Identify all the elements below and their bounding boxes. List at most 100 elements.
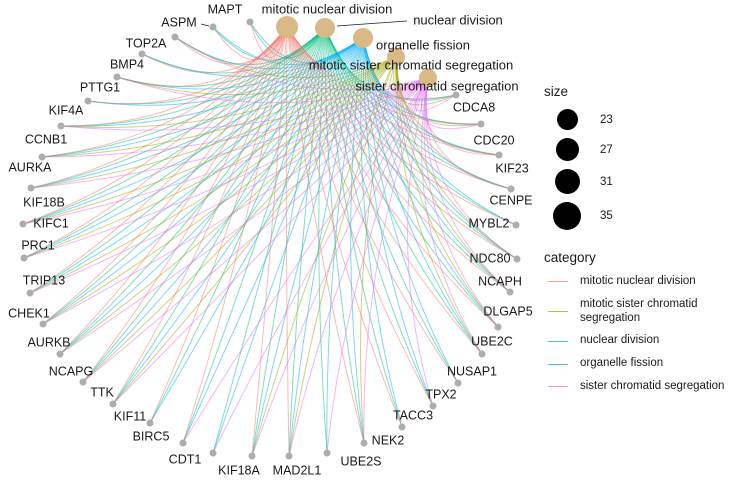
gene-label-KIF4A: KIF4A (49, 103, 84, 117)
gene-label-BMP4: BMP4 (110, 57, 144, 71)
gene-label-CENPE: CENPE (489, 193, 532, 207)
category-legend: category mitotic nuclear division mitoti… (544, 250, 736, 394)
gene-node-BIRC5 (179, 439, 187, 447)
size-legend-title: size (544, 84, 569, 99)
network-edge-scs (326, 77, 429, 454)
gene-label-KIF18A: KIF18A (218, 463, 260, 477)
network-edge-scs (41, 77, 429, 158)
network-edge-mnd (41, 26, 288, 158)
size-circle-icon (554, 169, 580, 194)
hub-label-nd: nuclear division (413, 12, 503, 27)
size-circle-slot (552, 138, 582, 161)
network-edge-nd (29, 27, 326, 294)
network-edge-scs (30, 77, 429, 189)
network-edge-mnd (286, 26, 511, 293)
network-edge-scs (182, 77, 429, 444)
gene-label-AURKB: AURKB (27, 335, 70, 349)
gene-node-BMP4 (138, 50, 146, 58)
gene-label-TOP2A: TOP2A (126, 36, 167, 50)
network-edge-scs (407, 77, 434, 407)
network-edge-mscs (41, 56, 397, 158)
category-label: nuclear division (580, 334, 660, 347)
gene-node-CCNB1 (57, 122, 65, 130)
gene-node-NUSAP1 (454, 379, 462, 387)
category-legend-item: sister chromatid segregation (544, 380, 736, 394)
gene-node-NDC80 (513, 255, 521, 263)
gene-label-NUSAP1: NUSAP1 (447, 364, 497, 378)
network-edge-scs (112, 77, 429, 405)
network-edge-of (362, 37, 511, 293)
size-value: 31 (600, 175, 613, 188)
network-edge-scs (59, 77, 429, 355)
size-legend: size 23 27 31 35 (544, 84, 736, 230)
network-edge-of (87, 37, 364, 106)
gene-label-TTK: TTK (90, 385, 114, 399)
network-edge-mscs (288, 56, 397, 457)
gene-node-AURKB (56, 350, 64, 358)
network-edge-of (149, 37, 364, 424)
network-edge-of (60, 37, 364, 127)
gene-label-PTTG1: PTTG1 (80, 80, 120, 94)
gene-node-TTK (109, 400, 117, 408)
gene-label-NEK2: NEK2 (372, 433, 405, 447)
gene-node-NCAPH (506, 288, 514, 296)
gene-node-KIFC1 (19, 220, 27, 228)
network-edge-mnd (286, 26, 434, 407)
network-edge-mnd (149, 26, 288, 424)
gene-node-ASPM (209, 23, 217, 31)
gene-label-NCAPH: NCAPH (478, 274, 522, 288)
network-edge-scs (60, 77, 429, 131)
network-edge-scs (22, 77, 429, 225)
gene-node-KIF18A (248, 452, 256, 460)
gene-node-TACC3 (398, 423, 406, 431)
size-circle-slot (552, 169, 582, 194)
gene-node-KIF18B (27, 184, 35, 192)
category-label: sister chromatid segregation (580, 379, 725, 392)
network-edge-mscs (60, 56, 397, 128)
gene-node-MYBL2 (512, 221, 520, 229)
gene-label-KIF23: KIF23 (495, 161, 528, 175)
network-edge-nd (324, 27, 517, 226)
gene-node-CDC20 (477, 120, 485, 128)
network-edge-scs (288, 77, 429, 457)
gene-label-UBE2S: UBE2S (341, 454, 382, 468)
network-edge-mscs (116, 56, 397, 96)
network-edge-scs (29, 77, 429, 294)
network-edge-scs (174, 36, 429, 90)
gene-node-CDCA8 (452, 91, 460, 99)
network-edge-mnd (82, 26, 288, 383)
gene-label-PRC1: PRC1 (21, 238, 54, 252)
network-edge-scs (425, 77, 512, 190)
gene-label-NDC80: NDC80 (470, 251, 511, 265)
network-edge-mnd (286, 26, 499, 328)
category-legend-title: category (544, 250, 596, 265)
gene-label-BIRC5: BIRC5 (133, 429, 170, 443)
gene-label-NCAPG: NCAPG (49, 364, 93, 378)
network-edge-scs (42, 77, 429, 325)
size-value: 35 (600, 210, 613, 222)
network-edge-scs (363, 77, 429, 444)
network-edge-mnd (30, 26, 288, 189)
network-edge-mscs (22, 56, 397, 225)
network-edge-of (360, 37, 403, 428)
network-edge-mscs (395, 56, 482, 127)
network-edge-mscs (23, 56, 397, 259)
hub-node-of (353, 28, 373, 48)
network-edge-mnd (60, 26, 288, 127)
gene-node-AURKA (38, 153, 46, 161)
gene-node-NEK2 (360, 439, 368, 447)
network-edge-scs (423, 77, 500, 156)
network-edge-of (288, 37, 364, 457)
gene-label-MYBL2: MYBL2 (469, 216, 510, 230)
network-edge-scs (82, 77, 429, 383)
gene-node-UBE2S (323, 449, 331, 457)
category-label: organelle fission (580, 357, 664, 370)
network-edge-nd (112, 27, 326, 405)
network-edge-mnd (22, 26, 288, 225)
gene-label-TACC3: TACC3 (393, 408, 433, 422)
gene-node-CHEK1 (39, 320, 47, 328)
gene-label-MAPT: MAPT (208, 2, 243, 16)
network-edge-mnd (286, 26, 517, 226)
size-legend-item: 23 (544, 109, 736, 130)
